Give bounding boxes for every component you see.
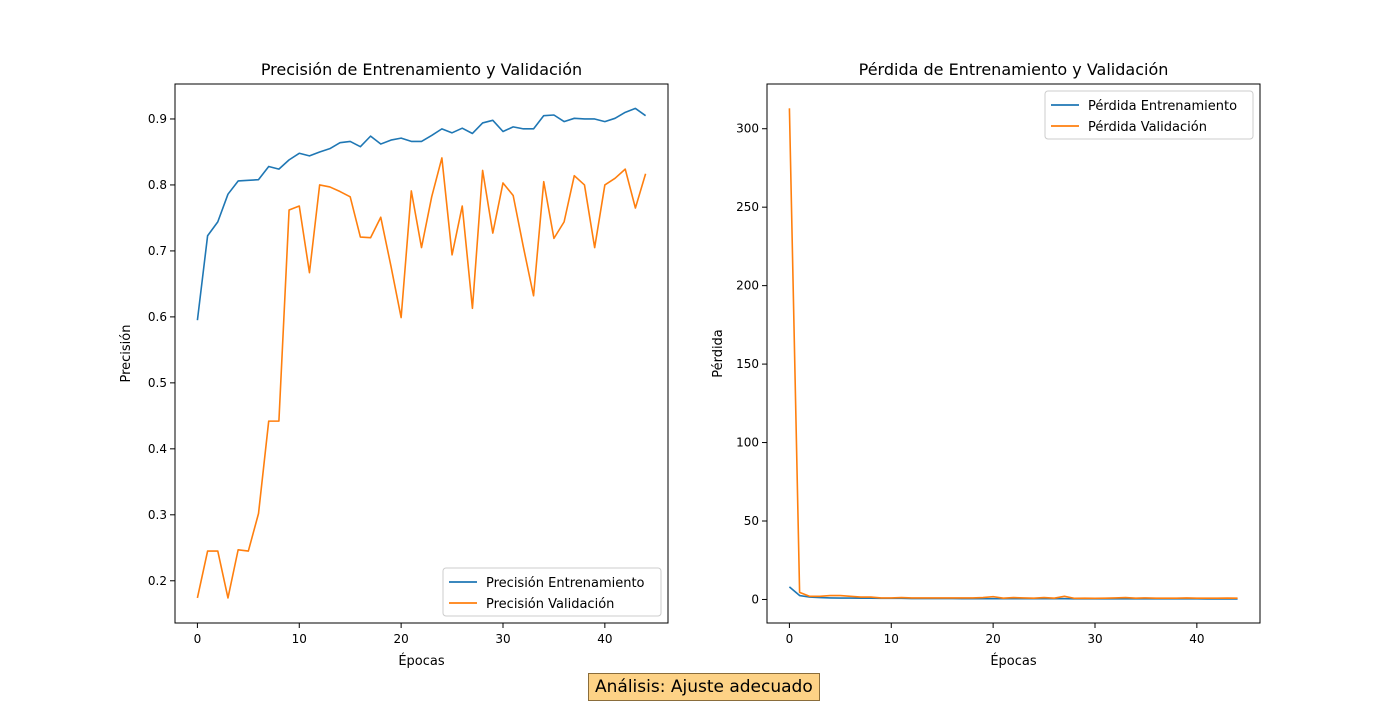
x-tick-label: 30 — [1087, 632, 1102, 646]
y-tick-label: 200 — [736, 279, 759, 293]
y-tick-label: 0.6 — [148, 310, 167, 324]
y-tick-label: 150 — [736, 357, 759, 371]
x-axis-label: Épocas — [398, 653, 445, 669]
y-tick-label: 50 — [744, 514, 759, 528]
legend-box — [442, 567, 662, 617]
legend-label: Pérdida Entrenamiento — [1088, 99, 1237, 114]
x-tick-label: 20 — [985, 632, 1000, 646]
y-tick-label: 0.5 — [148, 376, 167, 390]
y-axis-label: Precisión — [119, 324, 134, 382]
x-tick-label: 10 — [292, 632, 307, 646]
y-tick-label: 100 — [736, 436, 759, 450]
y-tick-label: 0.2 — [148, 574, 167, 588]
x-tick-label: 30 — [495, 632, 510, 646]
legend: Precisión Entrenamiento Precisión Validac… — [442, 567, 662, 617]
legend-box — [1044, 90, 1254, 140]
y-tick-label: 0.9 — [148, 112, 167, 126]
x-tick-label: 0 — [194, 632, 202, 646]
chart-title: Pérdida de Entrenamiento y Validación — [859, 60, 1169, 79]
y-tick-label: 250 — [736, 200, 759, 214]
accuracy-plot: Precisión de Entrenamiento y Validación 0… — [119, 60, 669, 669]
x-tick-label: 40 — [597, 632, 612, 646]
y-tick-label: 300 — [736, 122, 759, 136]
loss-plot: Pérdida de Entrenamiento y Validación 0 10… — [711, 60, 1261, 669]
y-tick-label: 0.8 — [148, 178, 167, 192]
legend-label: Pérdida Validación — [1088, 120, 1207, 135]
legend-label: Precisión Entrenamiento — [486, 576, 645, 591]
analysis-text-box: Análisis: Ajuste adecuado — [588, 673, 820, 701]
y-tick-label: 0.3 — [148, 508, 167, 522]
y-tick-label: 0.4 — [148, 442, 167, 456]
legend-label: Precisión Validación — [486, 597, 614, 612]
y-tick-label: 0 — [751, 592, 759, 606]
legend: Pérdida Entrenamiento Pérdida Validación — [1044, 90, 1254, 140]
axes-frame — [766, 83, 1261, 624]
x-tick-label: 40 — [1189, 632, 1204, 646]
series-line-validation — [788, 108, 1238, 600]
series-line-validation — [196, 157, 647, 599]
y-tick-label: 0.7 — [148, 244, 167, 258]
x-tick-label: 20 — [393, 632, 408, 646]
y-axis-label: Pérdida — [711, 329, 726, 378]
x-tick-label: 10 — [884, 632, 899, 646]
series-line-train — [196, 107, 647, 321]
x-axis-label: Épocas — [990, 653, 1037, 669]
axes-frame — [174, 83, 669, 624]
chart-title: Precisión de Entrenamiento y Validación — [261, 60, 582, 79]
x-tick-label: 0 — [786, 632, 794, 646]
